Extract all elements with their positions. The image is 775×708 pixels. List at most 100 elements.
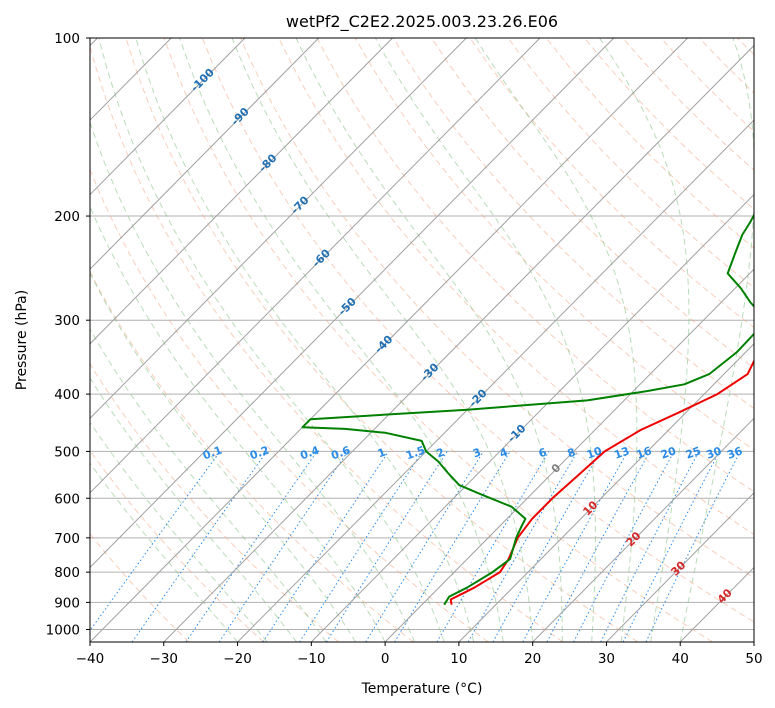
x-tick-label: 30 — [598, 651, 615, 667]
y-tick-label: 100 — [54, 31, 80, 47]
dry-adiabat-line — [316, 38, 754, 493]
mixing-ratio-label: 0.4 — [298, 443, 321, 462]
y-tick-label: 300 — [54, 313, 80, 329]
x-tick-label: 0 — [381, 651, 390, 667]
isotherm-line — [606, 492, 754, 642]
mixing-ratio-line — [90, 451, 221, 632]
moist-adiabat-line — [374, 38, 596, 642]
y-axis-ticks: 100 200 300 400 500 600 700 800 900 1000 — [46, 31, 90, 638]
isotherm-line — [90, 38, 246, 196]
mixing-ratio-label: 0.2 — [248, 444, 271, 463]
moist-adiabat-line — [231, 38, 534, 642]
mixing-ratio-label: 1 — [376, 446, 388, 461]
isotherm-line — [237, 119, 754, 642]
moist-adiabat-line — [295, 38, 563, 642]
mixing-ratio-line — [622, 451, 720, 642]
moist-adiabat-line — [90, 205, 386, 642]
isotherm-line — [90, 38, 688, 642]
dry-adiabat-line — [469, 38, 754, 329]
y-tick-label: 200 — [54, 209, 80, 225]
plot-area: -100-90-80-70-60-50-40-30-20-10010203040… — [90, 38, 754, 642]
moist-adiabat-line — [98, 38, 445, 642]
mixing-ratio-line — [325, 451, 448, 642]
pressure-grid — [90, 38, 754, 630]
moist-adiabats — [90, 38, 754, 642]
mixing-ratio-label: 13 — [612, 444, 631, 461]
dry-adiabat-line — [90, 168, 489, 642]
x-tick-label: 20 — [524, 651, 541, 667]
mixing-ratio-label: 36 — [725, 444, 744, 462]
plot-frame — [89, 37, 755, 643]
mixing-ratio-label: 4 — [498, 445, 510, 460]
mixing-ratio-line — [645, 451, 741, 642]
y-tick-label: 600 — [54, 491, 80, 507]
mixing-ratio-label: 30 — [704, 444, 723, 462]
x-tick-label: −40 — [76, 651, 105, 667]
dry-adiabat-line — [240, 38, 754, 579]
y-tick-label: 500 — [54, 444, 80, 460]
dry-adiabat-line — [90, 44, 564, 642]
mixing-ratio-label: 1.5 — [404, 444, 427, 463]
dry-adiabat-line — [201, 38, 754, 623]
mixing-ratio-label: 0.6 — [329, 443, 352, 462]
y-axis-label: Pressure (hPa) — [14, 290, 30, 390]
mixing-ratio-line — [522, 451, 629, 642]
moist-adiabat-line — [90, 462, 238, 642]
x-tick-label: 50 — [745, 651, 762, 667]
y-tick-label: 800 — [54, 565, 80, 581]
x-tick-label: −20 — [223, 651, 252, 667]
dry-adiabat-line — [90, 449, 265, 642]
mixing-ratio-line — [299, 451, 423, 642]
y-tick-label: 700 — [54, 531, 80, 547]
isotherm-line — [458, 343, 754, 642]
mixing-ratio-label: 20 — [659, 444, 678, 462]
y-tick-label: 1000 — [46, 622, 80, 638]
isotherm-line — [163, 44, 754, 642]
mixing-ratio-label: 2 — [435, 446, 447, 461]
mixing-ratio-line — [365, 451, 484, 642]
isotherm-line — [90, 38, 467, 420]
mixing-ratio-label: 3 — [471, 446, 483, 461]
y-tick-label: 900 — [54, 595, 80, 611]
mixing-ratio-label: 8 — [566, 446, 578, 461]
isotherm-line — [90, 38, 320, 270]
moist-adiabat-line — [599, 38, 690, 642]
moist-adiabat-line — [474, 38, 638, 642]
temperature-profile-line — [449, 358, 754, 605]
dry-adiabat-line — [354, 38, 754, 451]
mixing-ratio-line — [185, 451, 318, 642]
mixing-ratio-label: 6 — [537, 445, 549, 460]
mixing-ratio-label: 16 — [635, 444, 654, 462]
isotherms — [90, 38, 754, 642]
moist-adiabat-line — [90, 272, 357, 642]
moist-adiabat-line — [90, 421, 268, 642]
moist-adiabat-line — [135, 38, 475, 642]
isotherm-line — [310, 193, 754, 642]
isotherm-line — [90, 38, 541, 494]
isotherm-line — [90, 38, 393, 345]
dewpoint-profile-line — [301, 213, 754, 606]
dry-adiabat-line — [163, 38, 713, 642]
isotherm-line — [532, 417, 754, 642]
mixing-ratio-label: 0.1 — [201, 444, 224, 463]
isotherm-line — [90, 38, 615, 569]
profile-series — [301, 213, 754, 606]
x-tick-label: 40 — [672, 651, 689, 667]
dry-adiabat-line — [90, 363, 339, 642]
x-axis-label: Temperature (°C) — [361, 681, 483, 697]
moist-adiabat-line — [90, 328, 327, 642]
moist-adiabat-line — [179, 38, 504, 642]
x-axis-ticks: −40 −30 −20 −10 0 10 20 30 40 50 — [76, 642, 763, 667]
mixing-ratio-line — [218, 451, 349, 642]
dry-adiabat-line — [125, 38, 639, 642]
moist-adiabat-line — [679, 38, 754, 642]
mixing-ratio-label: 25 — [684, 444, 703, 461]
x-tick-label: 10 — [450, 651, 467, 667]
mixing-ratio-line — [546, 451, 651, 642]
mixing-ratio-line — [262, 451, 389, 642]
y-tick-label: 400 — [54, 387, 80, 403]
x-tick-label: −30 — [150, 651, 179, 667]
dry-adiabat-line — [392, 38, 754, 410]
